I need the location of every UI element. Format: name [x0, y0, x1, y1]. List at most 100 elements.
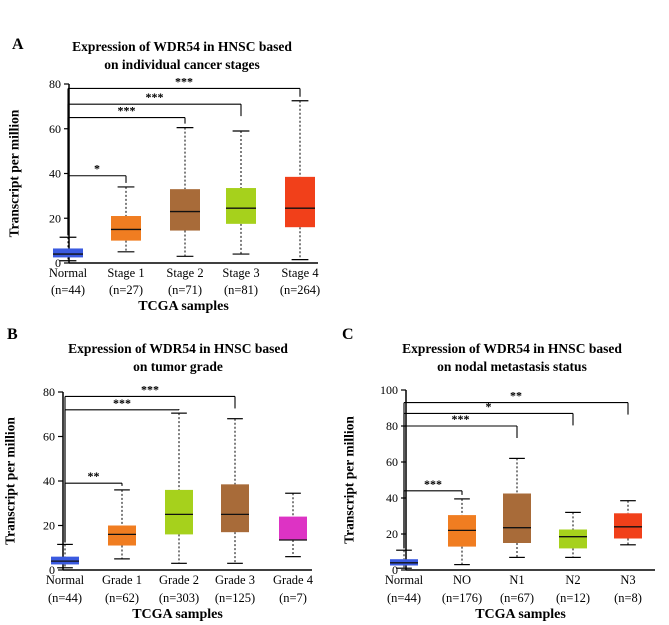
- y-axis-label: Transcript per million: [3, 417, 18, 545]
- sample-count: (n=62): [105, 591, 139, 605]
- category-label: N3: [620, 573, 635, 587]
- box-body: [53, 248, 83, 258]
- box-body: [111, 216, 141, 241]
- y-tick-label: 0: [392, 563, 398, 577]
- significance-label: **: [88, 469, 100, 483]
- y-axis-label: Transcript per million: [342, 416, 357, 544]
- box-n3: [614, 500, 642, 546]
- panel-letter: B: [7, 326, 18, 343]
- box-body: [503, 493, 531, 543]
- y-tick-label: 20: [49, 211, 61, 225]
- box-grade-3: [221, 418, 249, 564]
- y-tick-label: 80: [43, 385, 55, 399]
- significance-label: **: [510, 389, 522, 403]
- box-normal: [51, 543, 79, 569]
- significance-label: ***: [146, 90, 164, 104]
- box-body: [226, 188, 256, 224]
- y-tick-label: 40: [386, 491, 398, 505]
- y-tick-label: 0: [55, 256, 61, 270]
- chart-title-line: Expression of WDR54 in HNSC based: [68, 341, 288, 356]
- chart-title-line: Expression of WDR54 in HNSC based: [72, 39, 292, 54]
- significance-label: ***: [452, 412, 470, 426]
- panel-letter: A: [12, 36, 24, 53]
- box-n2: [559, 511, 587, 559]
- panel-letter: C: [342, 326, 354, 343]
- category-label: Normal: [385, 573, 424, 587]
- y-tick-label: 40: [49, 167, 61, 181]
- sample-count: (n=8): [614, 591, 642, 605]
- box-n1: [503, 457, 531, 559]
- chart-panel-B: B Expression of WDR54 in HNSC based on tum…: [3, 326, 314, 622]
- box-stage-3: [226, 130, 256, 255]
- x-axis-label: TCGA samples: [132, 607, 223, 622]
- sample-count: (n=7): [279, 591, 307, 605]
- significance-bracket: ***: [67, 74, 301, 236]
- box-body: [221, 484, 249, 533]
- sample-count: (n=81): [224, 283, 258, 297]
- box-body: [559, 529, 587, 549]
- box-body: [279, 516, 307, 540]
- significance-bracket: ***: [64, 382, 236, 543]
- significance-bracket: **: [403, 389, 629, 549]
- y-tick-label: 40: [43, 474, 55, 488]
- box-body: [165, 489, 193, 535]
- sample-count: (n=264): [280, 283, 320, 297]
- chart-panel-C: C Expression of WDR54 in HNSC based on nod…: [342, 326, 655, 622]
- y-tick-label: 80: [49, 77, 61, 91]
- x-axis-label: TCGA samples: [475, 607, 566, 622]
- significance-bracket: ***: [64, 396, 180, 543]
- box-normal: [390, 549, 418, 569]
- y-tick-label: 0: [49, 563, 55, 577]
- chart-title-line: Expression of WDR54 in HNSC based: [402, 341, 622, 356]
- significance-label: ***: [141, 382, 159, 396]
- significance-label: ***: [113, 396, 131, 410]
- sample-count: (n=303): [159, 591, 199, 605]
- sample-count: (n=176): [442, 591, 482, 605]
- category-label: N1: [509, 573, 524, 587]
- category-label: Normal: [49, 266, 88, 280]
- y-tick-label: 80: [386, 419, 398, 433]
- sample-count: (n=12): [556, 591, 590, 605]
- y-tick-label: 60: [43, 430, 55, 444]
- box-body: [108, 525, 136, 546]
- box-grade-2: [165, 412, 193, 564]
- category-label: Grade 2: [159, 573, 199, 587]
- box-no: [448, 498, 476, 566]
- category-label: Stage 3: [222, 266, 259, 280]
- significance-label: *: [486, 399, 492, 413]
- sample-count: (n=27): [109, 283, 143, 297]
- y-tick-label: 100: [380, 383, 398, 397]
- category-label: Grade 1: [102, 573, 142, 587]
- category-label: Grade 4: [273, 573, 314, 587]
- sample-count: (n=44): [48, 591, 82, 605]
- box-body: [170, 189, 200, 231]
- chart-title-line: on individual cancer stages: [104, 57, 259, 72]
- y-axis-label: Transcript per million: [7, 109, 22, 237]
- significance-bracket: *: [403, 399, 574, 549]
- sample-count: (n=71): [168, 283, 202, 297]
- category-label: Stage 4: [281, 266, 319, 280]
- box-normal: [53, 236, 83, 262]
- category-label: Stage 1: [107, 266, 144, 280]
- category-label: N2: [565, 573, 580, 587]
- sample-count: (n=125): [215, 591, 255, 605]
- box-body: [614, 513, 642, 539]
- sample-count: (n=44): [51, 283, 85, 297]
- y-tick-label: 20: [386, 527, 398, 541]
- y-tick-label: 60: [49, 122, 61, 136]
- box-grade-4: [279, 492, 307, 558]
- box-stage-4: [285, 100, 315, 261]
- significance-label: *: [94, 162, 100, 176]
- box-grade-1: [108, 489, 136, 560]
- sample-count: (n=44): [387, 591, 421, 605]
- sample-count: (n=67): [500, 591, 534, 605]
- chart-title-line: on tumor grade: [133, 359, 223, 374]
- y-tick-label: 20: [43, 519, 55, 533]
- significance-label: ***: [118, 104, 136, 118]
- significance-label: ***: [424, 477, 442, 491]
- category-label: Grade 3: [215, 573, 255, 587]
- y-tick-label: 60: [386, 455, 398, 469]
- category-label: NO: [453, 573, 471, 587]
- category-label: Stage 2: [166, 266, 203, 280]
